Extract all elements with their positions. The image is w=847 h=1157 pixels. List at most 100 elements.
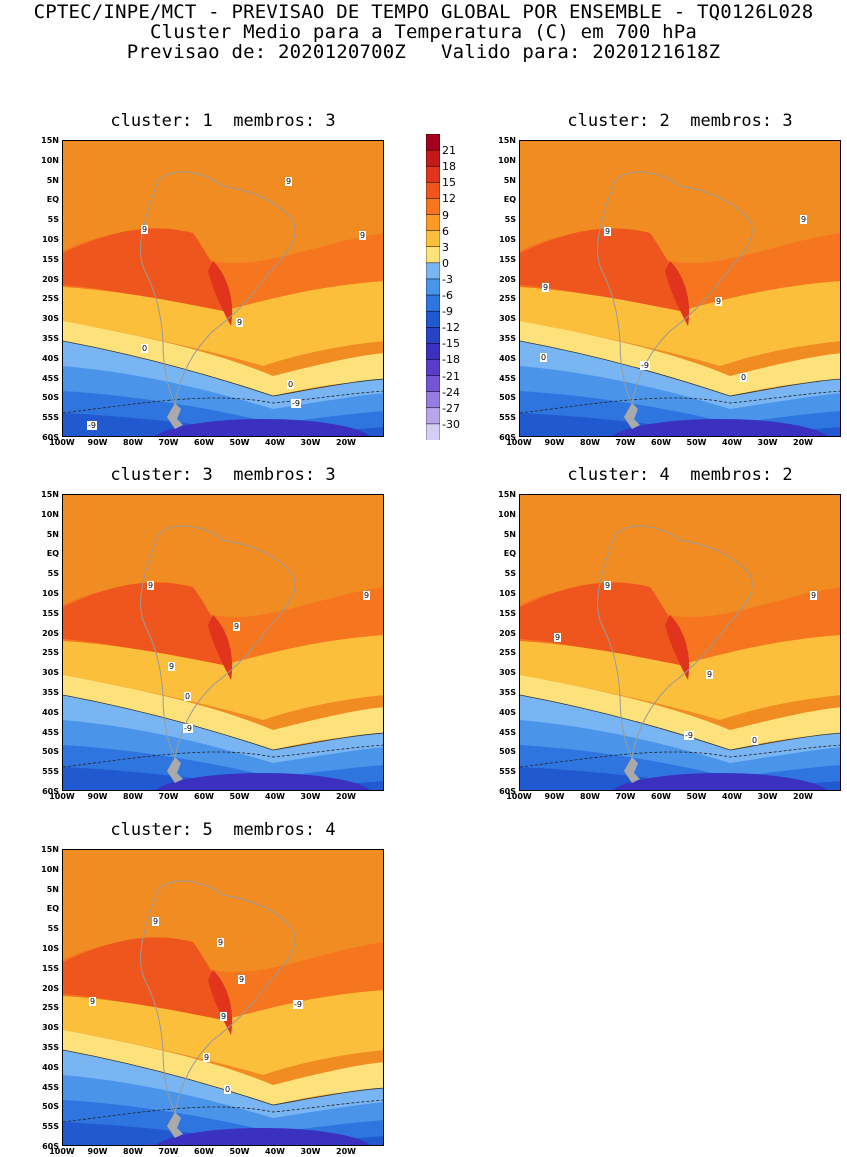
panel-title: cluster: 4 membros: 2 <box>567 465 793 485</box>
cluster-map-panel: 9 9 9 9 9 9 0 -9 <box>62 849 384 1146</box>
temperature-field <box>63 880 383 1145</box>
contour-label: 9 <box>800 215 808 224</box>
lat-tick-label: 15S <box>499 608 516 618</box>
lat-tick-label: 35S <box>499 688 516 697</box>
lat-tick-label: 5N <box>503 175 516 185</box>
continent-outline <box>140 525 296 759</box>
colorbar-label: -6 <box>442 289 453 303</box>
cluster-map-panel: 9 9 9 9 0 -9 <box>62 494 384 791</box>
contour-minus-nine <box>520 390 840 414</box>
lon-tick-label: 30W <box>300 1147 321 1156</box>
colorbar-label: -24 <box>442 385 460 399</box>
contour-label: 9 <box>604 227 612 236</box>
lat-tick-label: 20S <box>42 274 59 284</box>
lat-tick-label: 25S <box>42 294 59 304</box>
lon-tick-label: 70W <box>158 438 179 447</box>
lat-tick-label: 60S <box>42 433 59 442</box>
lon-tick-label: 80W <box>123 792 143 801</box>
lat-tick-label: 15N <box>498 136 516 145</box>
lon-tick-label: 30W <box>757 792 778 801</box>
temperature-band <box>63 1030 383 1105</box>
lat-tick-label: 50S <box>499 393 516 403</box>
continent-outline <box>140 880 296 1114</box>
colorbar-swatch <box>425 343 441 361</box>
lon-tick-label: 50W <box>229 1147 250 1156</box>
cluster-map-panel: 9 9 9 9 0 0 -9 <box>519 140 841 437</box>
continent-outline <box>140 171 296 405</box>
lon-tick-label: 80W <box>123 438 143 447</box>
contour-zero <box>520 694 840 751</box>
contour-zero <box>63 340 383 397</box>
contour-label: 9 <box>715 297 723 306</box>
colorbar-swatch <box>425 359 441 377</box>
contour-label: 9 <box>147 581 155 590</box>
colorbar-label: 21 <box>442 144 456 158</box>
panel-title: cluster: 5 membros: 4 <box>110 820 336 840</box>
continent-outline <box>597 525 753 759</box>
lon-tick-label: 50W <box>686 792 707 801</box>
lat-tick-label: 10S <box>499 589 516 598</box>
lat-tick-label: 15N <box>498 490 516 499</box>
lat-tick-label: 5N <box>46 175 59 185</box>
cold-core <box>612 773 828 790</box>
lon-tick-label: 50W <box>229 438 250 447</box>
lon-tick-label: 90W <box>544 438 565 447</box>
colorbar-label: -9 <box>442 305 453 319</box>
lat-tick-label: 50S <box>42 393 59 403</box>
lat-tick-label: 5N <box>46 884 59 894</box>
colorbar-label: -12 <box>442 321 460 335</box>
lon-tick-label: 40W <box>722 438 742 447</box>
colorbar-label: -15 <box>442 337 460 351</box>
lat-tick-label: 30S <box>499 668 516 678</box>
contour-label: 0 <box>740 373 748 382</box>
lat-tick-label: 40S <box>499 353 516 363</box>
colorbar-label: 18 <box>442 160 456 174</box>
temperature-band <box>63 413 383 436</box>
colorbar-swatch <box>425 262 441 280</box>
lon-tick-label: 90W <box>544 792 565 801</box>
lon-tick-label: 70W <box>615 438 636 447</box>
lat-tick-label: 10S <box>42 589 59 598</box>
lat-tick-label: 5S <box>47 924 59 934</box>
colorbar-label: 12 <box>442 192 456 206</box>
contour-label: 0 <box>287 380 295 389</box>
lat-tick-label: 10N <box>41 864 59 874</box>
contour-label: 9 <box>168 662 176 671</box>
colorbar-swatch <box>425 165 441 184</box>
lon-tick-label: 90W <box>87 792 108 801</box>
contour-zero <box>63 694 383 751</box>
contour-label: 9 <box>554 633 562 642</box>
panel-title: cluster: 2 membros: 3 <box>567 111 793 131</box>
colorbar-swatch <box>425 375 441 393</box>
panel-title: cluster: 3 membros: 3 <box>110 465 336 485</box>
contour-minus-nine <box>63 390 383 414</box>
lon-tick-label: 90W <box>87 438 108 447</box>
lon-tick-label: 30W <box>300 792 321 801</box>
colorbar-swatch <box>425 149 441 167</box>
temperature-field <box>63 525 383 790</box>
temperature-field <box>520 171 840 436</box>
contour-label: -9 <box>291 399 301 408</box>
colorbar-swatch <box>425 294 441 312</box>
lat-tick-label: 55S <box>42 1122 59 1132</box>
colorbar-swatch <box>425 230 441 248</box>
colorbar-swatch <box>425 391 441 409</box>
contour-label: 9 <box>141 225 149 234</box>
contour-label: -9 <box>640 361 650 370</box>
colorbar-label: -21 <box>442 369 460 383</box>
lat-tick-label: 45S <box>42 373 59 383</box>
lat-tick-label: 40S <box>499 707 516 717</box>
lon-tick-label: 60W <box>651 438 671 447</box>
lon-tick-label: 80W <box>580 792 600 801</box>
lat-tick-label: 10S <box>499 235 516 244</box>
colorbar-swatch <box>425 327 441 345</box>
lon-tick-label: 40W <box>722 792 742 801</box>
temperature-field <box>63 171 383 436</box>
temperature-band <box>63 1122 383 1145</box>
lat-tick-label: 5N <box>503 529 516 539</box>
continent-outline <box>597 171 753 405</box>
lat-tick-label: 25S <box>499 648 516 658</box>
patagonia-islands <box>167 1112 183 1138</box>
lat-tick-label: EQ <box>503 195 516 205</box>
contour-label: 9 <box>236 318 244 327</box>
